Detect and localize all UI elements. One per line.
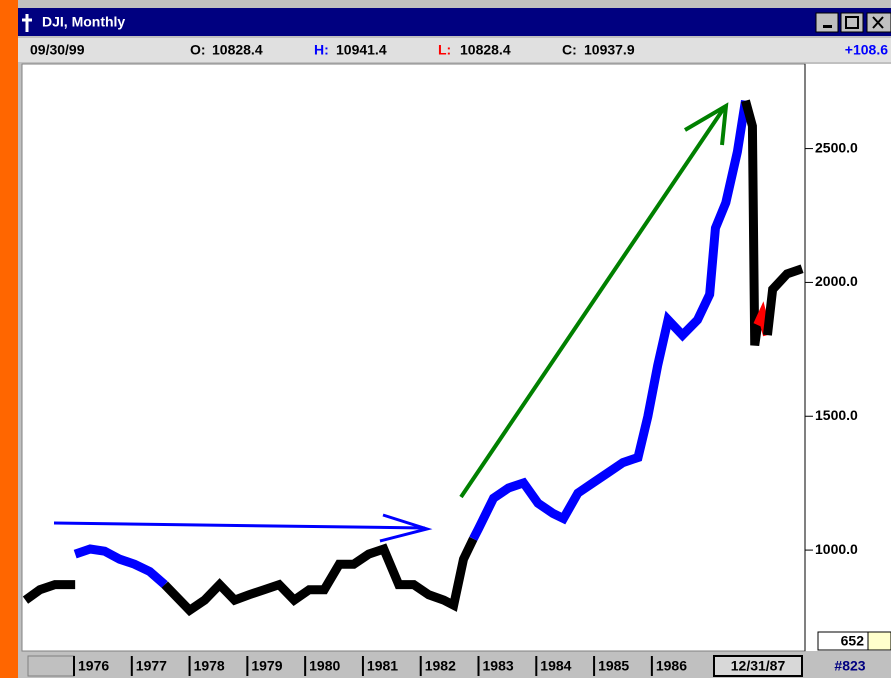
field-value: 10941.4 (336, 42, 387, 58)
x-tick-label: 1981 (367, 658, 398, 674)
info-date: 09/30/99 (30, 42, 85, 58)
bar-number: #823 (834, 658, 865, 674)
x-tick-label: 1984 (540, 658, 571, 674)
x-tick-label: 1982 (425, 658, 456, 674)
scale-button[interactable] (867, 631, 891, 651)
y-tick-label: 1500.0 (815, 407, 858, 423)
x-tick-label: 1980 (309, 658, 340, 674)
field-value: 10828.4 (460, 42, 511, 58)
price-line (73, 544, 168, 589)
x-tick-label: 1976 (78, 658, 109, 674)
y-tick-label: 1000.0 (815, 541, 858, 557)
green-arrow (459, 106, 726, 499)
price-axis (805, 64, 891, 651)
info-change: +108.6 (845, 42, 888, 58)
info-bar (18, 38, 891, 62)
plot-area (21, 63, 806, 652)
low-value: 652 (841, 633, 865, 649)
x-tick-label: 1986 (656, 658, 687, 674)
price-line (161, 536, 478, 617)
field-label: H: (314, 42, 329, 58)
y-tick-label: 2000.0 (815, 273, 858, 289)
blue-arrow-head (379, 513, 433, 543)
info-fields: O: 10828.4 H: 10941.4 L: 10828.4 C: 10937.9 (190, 42, 635, 58)
annotations (53, 102, 729, 543)
x-tick-label: 1977 (136, 658, 167, 674)
field-label: O: (190, 42, 206, 58)
x-tick-label: 1983 (483, 658, 514, 674)
maximize-button[interactable] (840, 12, 864, 33)
window-title: DJI, Monthly (42, 14, 125, 30)
close-icon (872, 16, 884, 29)
field-label: L: (438, 42, 451, 58)
minimize-icon (823, 25, 832, 28)
minimize-button[interactable] (815, 12, 839, 33)
maximize-icon (845, 16, 859, 29)
title-bar (18, 8, 891, 36)
y-tick-label: 2500.0 (815, 139, 858, 155)
field-value: 10828.4 (212, 42, 263, 58)
price-line (469, 99, 750, 541)
x-tick-label: 1979 (251, 658, 282, 674)
x-tick-label: 1978 (194, 658, 225, 674)
blue-arrow (53, 521, 426, 530)
field-value: 10937.9 (584, 42, 635, 58)
date-axis: 1976 1977 1978 1979 1980 1981 1982 1983 1984 1985… (73, 656, 687, 676)
x-tick-label: 1985 (598, 658, 629, 674)
price-line (22, 580, 76, 604)
scroll-left[interactable] (27, 655, 75, 677)
cursor-date: 12/31/87 (731, 658, 786, 674)
price-line (741, 99, 763, 346)
green-arrow-head (683, 102, 729, 146)
app-icon (22, 14, 32, 32)
desktop-strip (0, 0, 18, 678)
cursor-date-box (713, 655, 803, 677)
price-line (762, 264, 804, 336)
field-label: C: (562, 42, 577, 58)
price-plot: 1000.0 1500.0 2000.0 2500.0 (22, 99, 858, 617)
